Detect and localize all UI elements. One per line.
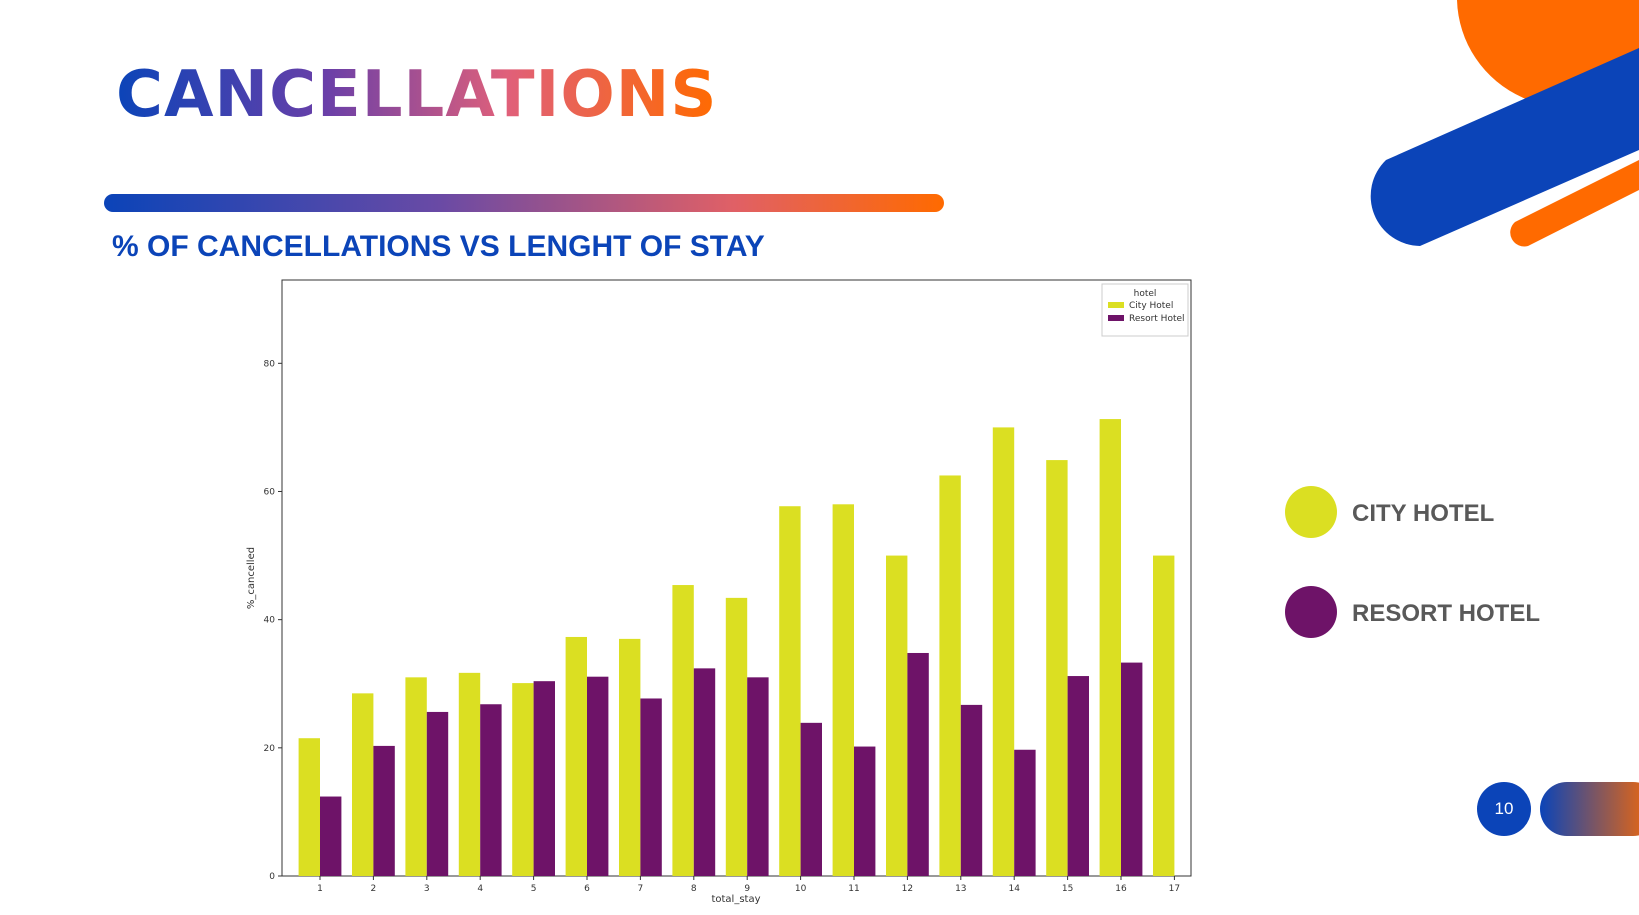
x-tick-label: 7 [638, 884, 644, 894]
bar-city-7 [619, 638, 641, 876]
bar-resort-14 [1014, 749, 1036, 876]
legend-swatch-city [1108, 302, 1124, 308]
bar-resort-2 [373, 745, 395, 876]
bar-resort-16 [1121, 662, 1143, 876]
x-tick-label: 1 [317, 884, 323, 894]
x-tick-label: 14 [1008, 884, 1020, 894]
page-number: 10 [1477, 782, 1531, 836]
bar-city-14 [992, 427, 1015, 876]
bar-city-10 [779, 506, 801, 876]
bar-resort-1 [320, 796, 342, 876]
bar-resort-6 [587, 676, 609, 876]
legend-swatch-resort [1108, 315, 1124, 321]
bar-resort-8 [693, 668, 716, 876]
blue-stripe-shape [1370, 48, 1639, 246]
x-tick-label: 15 [1062, 884, 1073, 894]
bar-resort-11 [854, 746, 876, 876]
y-tick-label: 20 [264, 744, 276, 754]
y-axis-label: %_cancelled [246, 547, 257, 609]
x-tick-label: 5 [531, 884, 537, 894]
bar-city-5 [512, 683, 534, 876]
legend-label-city: City Hotel [1129, 301, 1173, 311]
resort-hotel-dot [1285, 586, 1337, 638]
bar-resort-9 [747, 677, 769, 876]
x-tick-label: 13 [955, 884, 966, 894]
resort-hotel-label: RESORT HOTEL [1352, 600, 1541, 627]
x-tick-label: 9 [744, 884, 750, 894]
x-axis-label: total_stay [711, 894, 760, 905]
legend-label-resort: Resort Hotel [1129, 314, 1185, 324]
bar-city-12 [886, 555, 908, 876]
legend-box [1101, 283, 1189, 337]
bar-city-2 [352, 693, 374, 876]
orange-stripe-shape [1510, 160, 1639, 247]
x-tick-label: 10 [795, 884, 807, 894]
city-hotel-dot [1285, 486, 1337, 538]
bar-resort-12 [907, 652, 929, 876]
bar-resort-7 [640, 698, 662, 876]
bar-city-4 [458, 672, 481, 876]
slide-subtitle: % OF CANCELLATIONS VS LENGHT OF STAY [112, 230, 765, 263]
bar-city-13 [939, 475, 961, 876]
legend-title: hotel [1134, 289, 1157, 299]
y-tick-label: 60 [264, 487, 276, 497]
city-hotel-label: CITY HOTEL [1352, 500, 1495, 527]
x-tick-label: 3 [424, 884, 430, 894]
bar-city-3 [405, 677, 427, 876]
bar-city-9 [725, 597, 748, 876]
page-pill-decoration [1540, 782, 1639, 836]
x-tick-label: 16 [1115, 884, 1127, 894]
bar-city-1 [298, 738, 320, 876]
x-tick-label: 12 [902, 884, 913, 894]
x-tick-label: 6 [584, 884, 590, 894]
y-tick-label: 40 [264, 616, 276, 626]
x-tick-label: 4 [477, 884, 483, 894]
bar-city-16 [1099, 419, 1121, 876]
bar-resort-4 [480, 704, 502, 876]
bar-resort-15 [1067, 676, 1089, 876]
title-rule [104, 194, 944, 212]
x-tick-label: 2 [371, 884, 377, 894]
y-tick-label: 0 [269, 872, 275, 882]
bar-city-15 [1046, 460, 1068, 876]
bar-city-6 [565, 636, 587, 876]
slide-title: CANCELLATIONS [116, 58, 718, 132]
bar-city-17 [1153, 555, 1175, 876]
y-tick-label: 80 [264, 359, 276, 369]
bar-city-11 [832, 504, 854, 876]
x-tick-label: 11 [848, 884, 859, 894]
x-tick-label: 17 [1169, 884, 1180, 894]
chart-legend: hotel City Hotel Resort Hotel [1101, 283, 1189, 337]
x-tick-label: 8 [691, 884, 697, 894]
bar-resort-13 [960, 704, 983, 876]
bar-city-8 [672, 585, 694, 876]
bar-resort-3 [426, 711, 449, 876]
bar-resort-10 [800, 722, 822, 876]
bar-resort-5 [533, 681, 555, 876]
